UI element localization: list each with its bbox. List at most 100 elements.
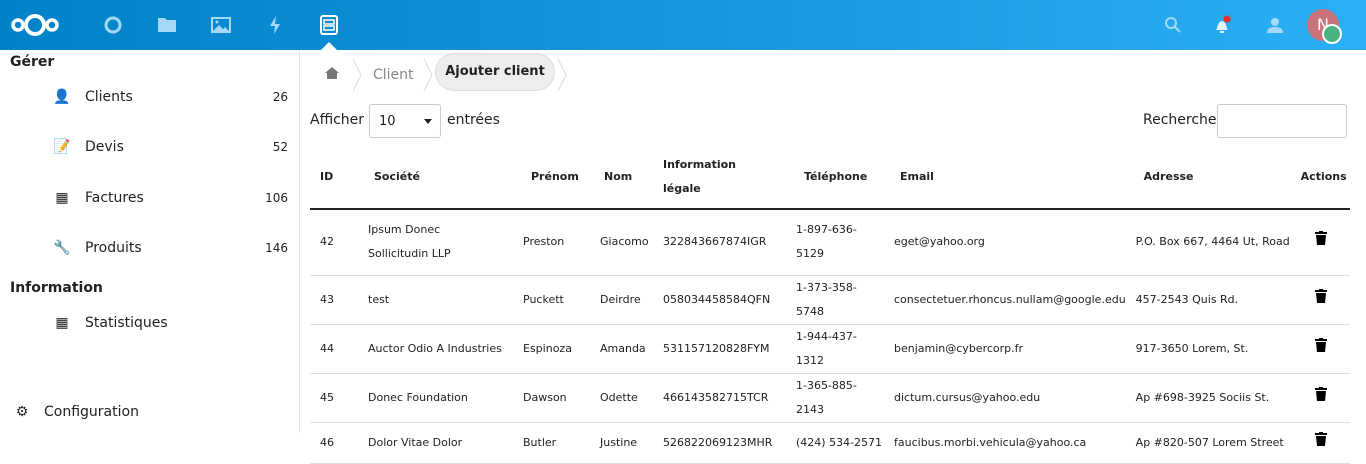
cell-id: 44 [310,324,358,374]
cell-societe: Ipsum Donec Sollicitudin LLP [358,209,513,276]
cell-prenom: Butler [513,422,590,464]
sidebar-item-clients[interactable]: 👤 Clients 26 [53,89,288,105]
cell-nom: Justine [590,422,653,464]
breadcrumb-current[interactable]: Ajouter client [435,53,555,91]
trash-icon[interactable] [1314,431,1327,446]
photos-icon[interactable] [209,13,233,37]
cell-societe: test [358,275,513,325]
table-row[interactable]: 43 test Puckett Deirdre 058034458584QFN 1-373… [310,275,1350,325]
count: 26 [272,90,288,104]
gear-icon: ⚙ [15,404,29,420]
cell-actions [1290,209,1350,276]
cell-actions [1290,275,1350,325]
entries-label: entrées [447,112,500,128]
home-icon[interactable] [324,65,340,81]
col-nom[interactable]: Nom [590,145,653,210]
cell-id: 45 [310,373,358,423]
cell-societe: Dolor Vitae Dolor [358,422,513,464]
cell-info: 058034458584QFN [653,275,786,325]
cell-prenom: Espinoza [513,324,590,374]
breadcrumb-client[interactable]: Client [373,67,414,83]
count: 106 [265,191,288,205]
cell-email: eget@yahoo.org [884,209,1126,276]
cell-id: 43 [310,275,358,325]
top-bar: N [0,0,1366,50]
cell-prenom: Dawson [513,373,590,423]
col-adresse[interactable]: Adresse [1125,145,1291,210]
cell-info: 466143582715TCR [653,373,786,423]
search-label: Recherche [1143,112,1217,128]
cell-telephone: 1-897-636-5129 [786,209,884,276]
trash-icon[interactable] [1314,386,1327,401]
cell-info: 526822069123MHR [653,422,786,464]
grid-icon: ▦ [55,315,69,331]
active-app-indicator [321,42,337,50]
sidebar-item-produits[interactable]: 🔧 Produits 146 [53,240,288,256]
breadcrumb-separator [423,58,433,92]
cell-telephone: (424) 534-2571 [786,422,884,464]
cell-info: 322843667874IGR [653,209,786,276]
search-input[interactable] [1217,104,1347,138]
cell-id: 46 [310,422,358,464]
cell-email: consectetuer.rhoncus.nullam@google.edu [884,275,1126,325]
search-icon[interactable] [1161,13,1185,37]
trash-icon[interactable] [1314,288,1327,303]
cell-telephone: 1-365-885-2143 [786,373,884,423]
breadcrumb-separator [352,58,362,92]
col-telephone[interactable]: Téléphone [786,145,884,210]
cell-societe: Auctor Odio A Industries [358,324,513,374]
trash-icon[interactable] [1314,231,1327,246]
count: 146 [265,241,288,255]
nextcloud-logo[interactable] [10,11,60,39]
sidebar-item-devis[interactable]: 📝 Devis 52 [53,139,288,155]
cell-adresse: Ap #820-507 Lorem Street [1125,422,1291,464]
col-info[interactable]: Information légale [653,145,786,210]
cell-nom: Deirdre [590,275,653,325]
col-id[interactable]: ID [310,145,358,210]
crm-icon[interactable] [317,13,341,37]
notifications-icon[interactable] [1210,13,1234,37]
table-row[interactable]: 44 Auctor Odio A Industries Espinoza Amanda… [310,324,1350,374]
clients-table: ID Société Prénom Nom Information légale… [310,145,1350,464]
sidebar: Gérer 👤 Clients 26 📝 Devis 52 ▦ Factures 106 🔧… [0,50,300,433]
col-actions: Actions [1290,145,1350,210]
files-icon[interactable] [155,13,179,37]
cell-nom: Odette [590,373,653,423]
trash-icon[interactable] [1314,337,1327,352]
table-row[interactable]: 45 Donec Foundation Dawson Odette 4661435827… [310,373,1350,423]
cell-societe: Donec Foundation [358,373,513,423]
table-row[interactable]: 46 Dolor Vitae Dolor Butler Justine 52682206… [310,422,1350,464]
contacts-icon[interactable] [1262,13,1286,37]
settings-button[interactable]: ⚙ Configuration [15,404,139,420]
activity-icon[interactable] [263,13,287,37]
sidebar-item-statistiques[interactable]: ▦ Statistiques [55,315,168,331]
cell-adresse: Ap #698-3925 Sociis St. [1125,373,1291,423]
cell-nom: Amanda [590,324,653,374]
cell-telephone: 1-373-358-5748 [786,275,884,325]
cell-email: dictum.cursus@yahoo.edu [884,373,1126,423]
cell-adresse: P.O. Box 667, 4464 Ut, Road [1125,209,1291,276]
wrench-icon: 🔧 [53,240,71,256]
cell-actions [1290,422,1350,464]
count: 52 [272,140,288,154]
grid-icon: ▦ [55,190,69,206]
col-prenom[interactable]: Prénom [513,145,590,210]
col-societe[interactable]: Société [358,145,513,210]
sidebar-item-factures[interactable]: ▦ Factures 106 [55,190,288,206]
cell-telephone: 1-944-437-1312 [786,324,884,374]
user-icon: 👤 [53,89,71,105]
cell-actions [1290,324,1350,374]
breadcrumb-separator [557,58,567,92]
chevron-down-icon [424,119,432,124]
col-email[interactable]: Email [884,145,1126,210]
table-row[interactable]: 42 Ipsum Donec Sollicitudin LLP Preston Gia… [310,209,1350,276]
cell-email: benjamin@cybercorp.fr [884,324,1126,374]
cell-actions [1290,373,1350,423]
dashboard-icon[interactable] [101,13,125,37]
cell-adresse: 457-2543 Quis Rd. [1125,275,1291,325]
page-size-select[interactable]: 10 [369,104,441,138]
cell-prenom: Preston [513,209,590,276]
section-heading-manage: Gérer [10,54,55,70]
status-indicator [1322,24,1342,44]
cell-id: 42 [310,209,358,276]
